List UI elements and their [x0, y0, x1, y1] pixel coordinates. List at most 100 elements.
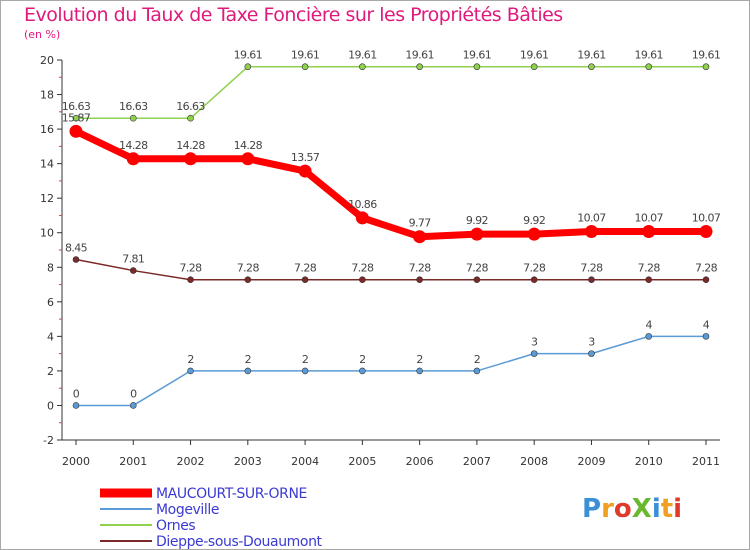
data-point: [702, 333, 710, 340]
series-line: [75, 258, 706, 281]
data-point: [244, 276, 252, 284]
data-point: [588, 276, 595, 284]
legend-label: Ornes: [156, 518, 195, 534]
data-label: 16.63: [176, 100, 205, 113]
data-label: 7.28: [237, 262, 260, 275]
legend: MAUCOURT-SUR-ORNEMogevilleOrnesDieppe-so…: [100, 486, 323, 550]
data-point: [301, 63, 309, 71]
x-tick-label: 2001: [119, 455, 147, 468]
data-point: [126, 152, 140, 166]
data-point: [470, 227, 484, 241]
data-label: 7.28: [695, 262, 718, 275]
x-tick-label: 2009: [577, 455, 605, 468]
y-tick-label: 0: [47, 399, 54, 412]
legend-label: Mogeville: [156, 502, 219, 518]
data-point: [359, 367, 366, 375]
data-point: [416, 276, 423, 284]
data-label: 16.63: [119, 100, 148, 113]
data-label: 3: [531, 336, 538, 349]
data-label: 0: [73, 387, 80, 400]
data-point: [588, 350, 595, 357]
y-tick-label: 4: [47, 330, 54, 343]
data-label: 13.57: [291, 151, 320, 164]
data-point: [72, 402, 80, 409]
data-point: [129, 114, 137, 122]
y-tick-label: 8: [47, 261, 54, 274]
data-point: [72, 256, 80, 263]
data-label: 3: [588, 336, 595, 349]
data-label: 7.28: [638, 262, 661, 275]
series-line: [76, 65, 706, 119]
data-label: 2: [474, 353, 480, 366]
series-line: [74, 128, 706, 241]
series-ornes: [72, 63, 710, 122]
x-tick-label: 2002: [177, 455, 205, 468]
data-label: 10.07: [634, 212, 663, 225]
x-tick-label: 2004: [291, 455, 319, 468]
data-point: [473, 63, 481, 71]
data-point: [702, 276, 710, 284]
data-label: 9.77: [409, 217, 432, 230]
logo-text: ProXiti: [582, 494, 682, 524]
data-point: [72, 114, 80, 122]
data-label: 2: [187, 353, 193, 366]
y-tick-label: 14: [40, 158, 54, 171]
series-mogeville: [72, 333, 710, 409]
y-tick-label: 12: [40, 192, 54, 205]
y-axis-unit-label: (en %): [24, 28, 61, 41]
data-point: [301, 276, 309, 284]
y-tick-label: 18: [40, 89, 54, 102]
data-label: 0: [130, 387, 137, 400]
data-label: 8.45: [65, 242, 88, 255]
x-tick-label: 2003: [234, 455, 262, 468]
data-label: 10.86: [348, 198, 377, 211]
data-point: [413, 230, 427, 244]
x-tick-label: 2008: [520, 455, 548, 468]
data-point: [473, 367, 481, 375]
data-point: [527, 227, 541, 241]
data-point: [241, 152, 255, 166]
data-label: 7.28: [351, 262, 374, 275]
x-tick-label: 2000: [62, 455, 90, 468]
data-label: 2: [245, 353, 251, 366]
data-point: [588, 63, 595, 71]
x-tick-label: 2007: [463, 455, 491, 468]
series-dieppe-sous-douaumont: [72, 256, 710, 284]
data-label: 14.28: [234, 139, 263, 152]
data-point: [244, 367, 252, 375]
data-label: 14.28: [176, 139, 205, 152]
data-label: 19.61: [234, 49, 263, 62]
data-point: [642, 225, 656, 239]
data-point: [416, 367, 423, 375]
data-label: 19.61: [405, 49, 434, 62]
data-point: [702, 63, 710, 71]
data-label: 7.28: [466, 262, 489, 275]
y-tick-label: 20: [40, 54, 54, 67]
data-point: [645, 276, 653, 284]
data-label: 7.28: [409, 262, 432, 275]
data-label: 7.28: [580, 262, 603, 275]
data-labels-layer: 0 0 2 2 2 2 2 2 3 3 4 4 16.63 16.63 16.63 19.61 19.61 19.…: [62, 49, 722, 401]
data-point: [187, 114, 194, 122]
y-tick-label: 2: [47, 365, 54, 378]
data-point: [699, 225, 713, 239]
data-label: 10.07: [692, 212, 721, 225]
data-point: [359, 276, 366, 284]
data-point: [530, 276, 538, 284]
x-tick-label: 2010: [635, 455, 663, 468]
data-point: [301, 367, 309, 375]
data-label: 14.28: [119, 139, 148, 152]
data-label: 19.61: [291, 49, 320, 62]
data-label: 9.92: [523, 214, 545, 227]
data-point: [184, 152, 198, 166]
y-tick-label: 16: [40, 123, 54, 136]
data-label: 7.28: [179, 262, 202, 275]
y-tick-label: -2: [43, 434, 54, 447]
data-point: [187, 276, 194, 284]
proxiti-logo: ProXiti: [582, 494, 682, 524]
data-point: [473, 276, 481, 284]
series-maucourt-sur-orne: [69, 124, 713, 244]
